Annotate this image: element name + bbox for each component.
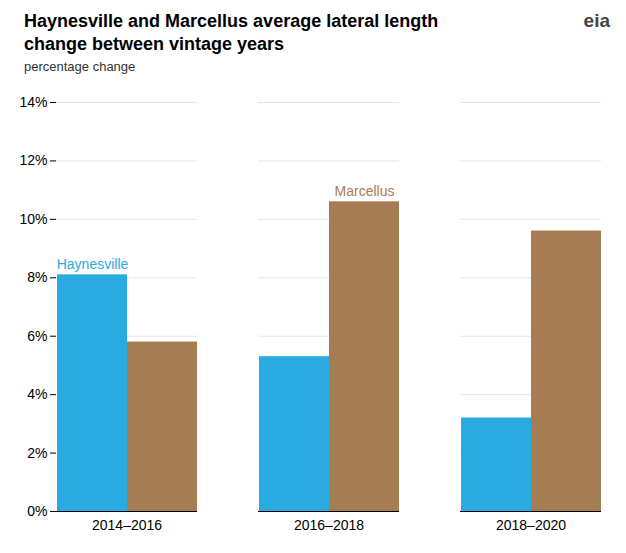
html-text:percentage change: percentage change [24,59,136,74]
svg-text:2018–2020: 2018–2020 [496,517,566,533]
svg-text:10%: 10% [19,211,47,227]
svg-text:Haynesville: Haynesville [57,256,129,272]
svg-text:2016–2018: 2016–2018 [294,517,364,533]
svg-text:12%: 12% [19,152,47,168]
html-text:eia: eia [583,10,610,31]
svg-text:6%: 6% [27,328,47,344]
html-text:Haynesville and Marcellus aver: Haynesville and Marcellus average latera… [24,11,439,54]
svg-text:2%: 2% [27,445,47,461]
svg-text:14%: 14% [19,94,47,110]
svg-text:8%: 8% [27,269,47,285]
svg-text:4%: 4% [27,386,47,402]
svg-text:Marcellus: Marcellus [335,183,395,199]
svg-text:0%: 0% [27,503,47,519]
svg-text:2014–2016: 2014–2016 [92,517,162,533]
